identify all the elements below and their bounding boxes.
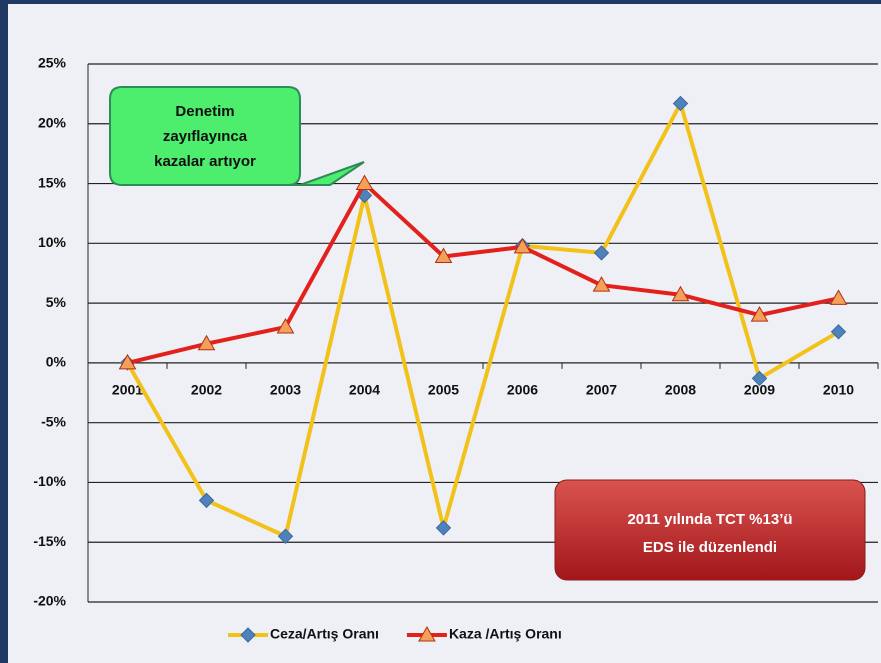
x-tick-label: 2004 — [349, 382, 380, 398]
marker — [513, 237, 532, 254]
marker — [118, 353, 137, 370]
legend-label: Kaza /Artış Oranı — [449, 626, 562, 642]
series-line — [127, 181, 839, 365]
x-tick-label: 2008 — [665, 382, 696, 398]
x-tick-label: 2001 — [112, 382, 143, 398]
marker — [750, 306, 769, 322]
marker — [751, 370, 768, 387]
x-tick-label: 2002 — [191, 382, 222, 398]
series-line — [125, 101, 840, 539]
annotations — [109, 86, 866, 581]
y-tick-label: -10% — [33, 473, 66, 489]
x-tick-label: 2003 — [270, 382, 301, 398]
marker — [435, 520, 452, 536]
marker — [830, 324, 847, 340]
callout-text: kazalar artıyor — [154, 153, 256, 170]
x-tick-label: 2010 — [823, 382, 854, 398]
marker — [593, 245, 610, 261]
y-tick-label: 10% — [38, 234, 67, 250]
marker — [197, 334, 216, 351]
y-tick-label: -15% — [33, 533, 66, 549]
legend-marker — [240, 627, 256, 643]
y-tick-label: -20% — [33, 593, 66, 609]
callout-text: zayıflayınca — [163, 128, 248, 145]
marker — [355, 174, 374, 191]
marker — [671, 285, 690, 302]
marker — [277, 528, 294, 544]
x-tick-label: 2006 — [507, 382, 538, 398]
marker — [276, 318, 295, 334]
y-tick-label: 25% — [38, 55, 67, 71]
x-tick-label: 2009 — [744, 382, 775, 398]
marker — [829, 289, 848, 305]
note-box — [554, 479, 866, 581]
legend-marker — [418, 625, 436, 642]
y-tick-label: 0% — [46, 354, 67, 370]
x-tick-label: 2005 — [428, 382, 459, 398]
marker — [592, 276, 611, 292]
x-tick-label: 2007 — [586, 382, 617, 398]
y-tick-label: -5% — [41, 413, 66, 429]
marker — [198, 492, 215, 509]
note-text: 2011 yılında TCT %13’ü — [627, 511, 792, 528]
callout — [109, 86, 365, 186]
legend-label: Ceza/Artış Oranı — [270, 626, 379, 642]
note-text: EDS ile düzenlendi — [643, 539, 777, 556]
marker — [434, 247, 453, 263]
marker — [672, 95, 689, 112]
callout-text: Denetim — [175, 103, 234, 120]
y-tick-label: 15% — [38, 174, 67, 190]
y-tick-label: 5% — [46, 294, 67, 310]
y-tick-label: 20% — [38, 114, 67, 130]
